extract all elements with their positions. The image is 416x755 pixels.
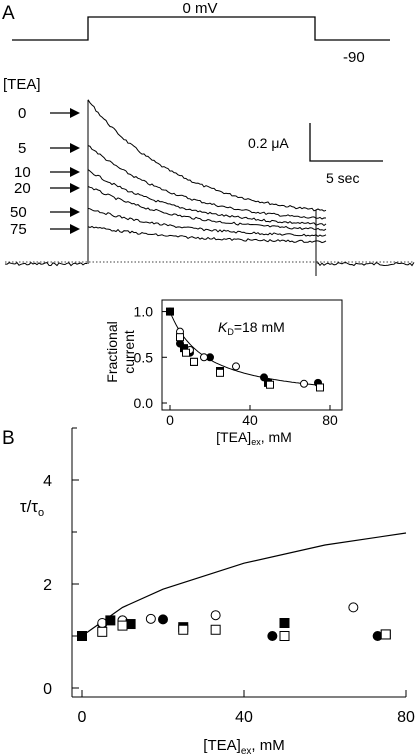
- main-point-open-square: [279, 631, 290, 641]
- main-y-label-main: τ/τ: [20, 497, 38, 516]
- current-trace: [87, 169, 327, 227]
- main-x-label: [TEA]ex, mM: [203, 737, 284, 755]
- inset-y-label-line1: Fractional: [104, 321, 120, 382]
- main-y-tick-label: 2: [43, 577, 52, 594]
- current-trace: [87, 225, 327, 244]
- inset-y-tick-label: 0.0: [134, 395, 154, 411]
- main-y-label-sub: o: [38, 507, 44, 519]
- current-traces: [4, 99, 415, 276]
- inset-fit-curve: [169, 311, 325, 387]
- main-point-open-square: [380, 629, 391, 640]
- baseline-trace-post: [317, 261, 415, 267]
- inset-y-tick-label: 0.5: [134, 349, 154, 365]
- inset-point-open-square: [266, 380, 274, 389]
- inset-point-open-square: [176, 333, 184, 342]
- inset-x-label: [TEA]ex, mM: [216, 429, 292, 447]
- baseline-trace-pre: [4, 261, 87, 267]
- main-y-tick-label: 4: [43, 473, 52, 490]
- tea-arrow-head: [70, 167, 80, 177]
- main-point-open-square: [178, 624, 189, 635]
- inset-point-open-square: [316, 383, 324, 392]
- tea-label: 5: [18, 140, 26, 157]
- inset-point-open-circle: [300, 379, 308, 388]
- tea-header: [TEA]: [3, 76, 41, 93]
- current-trace: [87, 145, 327, 220]
- current-trace: [87, 99, 327, 212]
- kd-annotation-k: K: [218, 319, 228, 335]
- tea-label: 0: [18, 105, 26, 122]
- main-x-label-rest: , mM: [251, 737, 284, 754]
- current-trace: [87, 207, 327, 238]
- voltage-protocol-trace: [12, 16, 390, 41]
- kd-annotation: KD=18 mM: [218, 319, 285, 337]
- inset-fractional-current-plot: Fractional current KD=18 mM [TEA]ex, mM …: [104, 299, 343, 447]
- inset-point-open-square: [182, 348, 190, 357]
- inset-point-open-circle: [200, 353, 208, 362]
- tea-arrow-head: [70, 224, 80, 234]
- main-point-open-circle: [210, 610, 221, 621]
- panel-b-label: B: [2, 428, 15, 449]
- main-point-filled-square: [279, 618, 290, 628]
- kd-annotation-sub: D: [227, 327, 234, 337]
- main-point-filled-square: [105, 615, 116, 626]
- main-point-filled-square: [77, 631, 87, 641]
- inset-point-open-square: [190, 357, 198, 366]
- inset-y-label-line2: current: [121, 330, 137, 374]
- main-point-open-circle: [348, 602, 359, 613]
- inset-point-open-circle: [232, 362, 240, 371]
- tea-label: 10: [14, 164, 31, 181]
- main-fit-curve: [81, 532, 407, 637]
- tea-arrow-head: [70, 143, 80, 153]
- holding-voltage-label: -90: [343, 49, 365, 66]
- step-voltage-label: 0 mV: [182, 0, 217, 17]
- inset-x-tick-label: 80: [322, 412, 338, 428]
- inset-point-open-square: [216, 368, 224, 377]
- inset-point-filled-square: [166, 307, 174, 316]
- tea-arrow-head: [70, 108, 80, 118]
- main-point-filled-circle: [158, 614, 168, 625]
- main-point-open-square: [97, 626, 108, 637]
- inset-frame: [161, 299, 343, 411]
- main-point-filled-circle: [267, 631, 278, 641]
- main-x-tick-label: 0: [78, 709, 87, 726]
- main-x-label-main: [TEA]: [203, 737, 241, 754]
- tea-label: 50: [10, 204, 27, 221]
- main-y-label: τ/τo: [20, 497, 44, 519]
- tea-arrow-head: [70, 183, 80, 193]
- main-point-open-square: [117, 620, 128, 631]
- inset-x-label-main: [TEA]: [216, 429, 251, 445]
- main-point-open-circle: [145, 613, 156, 624]
- inset-x-label-sub: ex: [251, 437, 261, 447]
- main-point-open-square: [210, 624, 221, 635]
- scale-bar-time-label: 5 sec: [326, 170, 359, 186]
- panel-a-label: A: [2, 3, 15, 24]
- main-x-label-sub: ex: [241, 746, 252, 755]
- inset-y-tick-label: 1.0: [134, 304, 154, 320]
- tea-label: 75: [10, 221, 27, 238]
- current-trace: [87, 186, 327, 231]
- tea-label: 20: [14, 180, 31, 197]
- scale-bar: [309, 123, 383, 162]
- tea-arrow-head: [70, 207, 80, 217]
- scale-bar-current-label: 0.2 μA: [248, 135, 289, 151]
- main-x-tick-label: 80: [397, 709, 415, 726]
- inset-x-tick-label: 40: [242, 412, 258, 428]
- inset-x-label-rest: , mM: [261, 429, 292, 445]
- kd-annotation-rest: =18 mM: [234, 319, 285, 335]
- inset-x-tick-label: 0: [166, 412, 174, 428]
- main-x-tick-label: 40: [235, 709, 253, 726]
- main-y-tick-label: 0: [43, 681, 52, 698]
